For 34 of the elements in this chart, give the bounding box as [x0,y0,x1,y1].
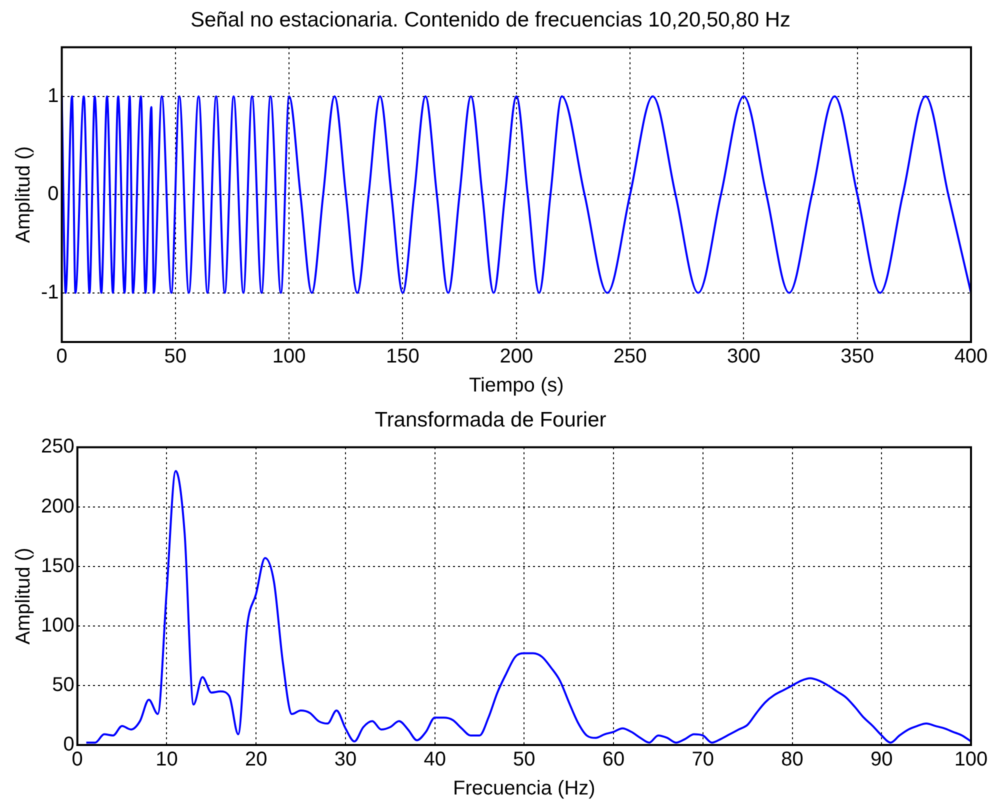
y-tick-label: 1 [48,84,59,107]
x-tick-label: 90 [870,748,893,771]
x-tick-label: 50 [513,748,536,771]
y-tick-label: 250 [40,436,74,458]
y-axis-title: Amplitud () [12,548,35,644]
line-series [62,95,971,294]
y-tick-label: 200 [40,495,74,518]
x-tick-label: 150 [386,346,420,368]
chart-title: Señal no estacionaria. Contenido de frecuencias 10,20,50,80 Hz [190,8,791,32]
x-tick-label: 10 [156,748,178,771]
x-tick-label: 100 [272,346,306,368]
x-tick-label: 40 [424,748,446,771]
chart-title: Transformada de Fourier [374,408,606,432]
x-tick-label: 20 [244,748,268,771]
y-tick-label: 150 [40,554,74,577]
x-tick-label: 200 [500,346,534,368]
x-tick-label: 80 [781,748,804,771]
x-axis-title: Frecuencia (Hz) [453,778,596,800]
x-tick-label: 250 [613,346,647,368]
x-tick-label: 70 [692,748,714,771]
x-tick-label: 400 [954,346,988,368]
y-tick-label: 0 [48,183,59,206]
x-tick-label: 30 [334,748,357,771]
x-tick-label: 50 [164,346,187,368]
y-tick-label: 100 [40,614,74,636]
x-tick-label: 100 [954,748,988,771]
x-tick-label: 60 [602,748,625,771]
x-tick-label: 350 [840,346,874,368]
line-series [85,470,971,744]
x-tick-label: 300 [727,346,760,368]
y-tick-label: 50 [52,674,74,696]
x-axis-title: Tiempo (s) [468,374,564,397]
y-axis-title: Amplitud () [12,146,35,243]
y-tick-label: -1 [40,281,59,304]
